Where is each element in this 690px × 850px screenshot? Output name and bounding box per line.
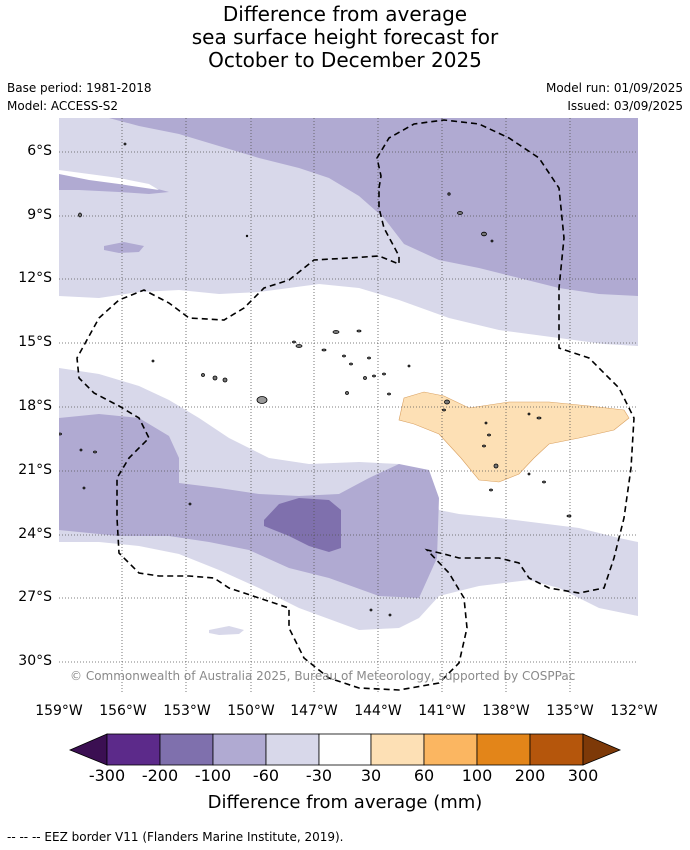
model-name: Model: ACCESS-S2 <box>7 99 119 113</box>
colorbar-bin <box>423 733 478 766</box>
contour-minus60-northeast <box>109 118 638 296</box>
colorbar-bin <box>159 733 214 766</box>
contour-minus60-small-blob <box>104 242 144 253</box>
colorbar-bin <box>476 733 531 766</box>
lon-label: 153°W <box>163 703 211 719</box>
colorbar-tick-labels: -300 -200 -100 -60 -30 30 60 100 200 300 <box>0 766 690 786</box>
lon-label: 138°W <box>482 703 530 719</box>
colorbar-tick-label: -200 <box>141 766 179 785</box>
lon-label: 147°W <box>290 703 338 719</box>
meta-left: Base period: 1981-2018 Model: ACCESS-S2 <box>7 79 152 115</box>
map-svg <box>59 118 638 692</box>
lat-label: 9°S <box>27 207 52 223</box>
colorbar-tick-label: 300 <box>567 766 599 785</box>
islands <box>59 142 572 617</box>
lon-label: 144°W <box>354 703 402 719</box>
colorbar-title: Difference from average (mm) <box>207 792 483 813</box>
copyright-notice: © Commonwealth of Australia 2025, Bureau… <box>70 669 576 683</box>
issued-date: Issued: 03/09/2025 <box>567 99 683 113</box>
colorbar-bin <box>318 733 372 766</box>
gridlines <box>59 118 638 692</box>
colorbar-tick-label: 100 <box>461 766 493 785</box>
colorbar-bin <box>370 733 425 766</box>
lat-label: 18°S <box>18 398 52 414</box>
colorbar-tick-label: 30 <box>360 766 382 785</box>
colorbar-tick-label: -60 <box>252 766 280 785</box>
colorbar-bin <box>529 733 584 766</box>
contour-minus30-patch-south <box>209 626 244 635</box>
colorbar-tick-label: 60 <box>413 766 435 785</box>
lat-label: 27°S <box>18 589 52 605</box>
lon-label: 135°W <box>546 703 594 719</box>
colorbar-bin <box>106 733 161 766</box>
colorbar-tick-label: -100 <box>194 766 232 785</box>
lat-label: 30°S <box>18 653 52 669</box>
colorbar-bin <box>265 733 320 766</box>
forecast-map <box>59 118 638 692</box>
title-line-3: October to December 2025 <box>208 48 482 72</box>
lat-label: 6°S <box>27 143 52 159</box>
title-line-1: Difference from average <box>222 2 468 26</box>
contour-plus30-east <box>398 391 630 483</box>
eez-footnote: -- -- -- EEZ border V11 (Flanders Marine… <box>7 830 344 844</box>
lon-label: 159°W <box>35 703 83 719</box>
lat-label: 12°S <box>18 270 52 286</box>
colorbar-tick-label: -300 <box>88 766 126 785</box>
meta-right: Model run: 01/09/2025 Issued: 03/09/2025 <box>546 79 683 115</box>
colorbar-tick-label: -30 <box>305 766 333 785</box>
lon-label: 156°W <box>99 703 147 719</box>
contour-minus100-core <box>264 498 341 552</box>
contour-minus60-south <box>59 414 439 598</box>
colorbar-tick-label: 200 <box>514 766 546 785</box>
colorbar <box>68 733 622 766</box>
base-period: Base period: 1981-2018 <box>7 81 152 95</box>
lat-label: 15°S <box>18 334 52 350</box>
colorbar-extend-low <box>68 733 108 766</box>
neutral-west-gap <box>59 170 159 190</box>
eez-border <box>76 119 635 691</box>
model-run: Model run: 01/09/2025 <box>545 81 683 95</box>
map-title: Difference from average sea surface heig… <box>0 3 690 72</box>
colorbar-extend-high <box>582 733 622 766</box>
lon-label: 141°W <box>418 703 466 719</box>
colorbar-bin <box>212 733 267 766</box>
lat-label: 24°S <box>18 526 52 542</box>
title-line-2: sea surface height forecast for <box>191 25 499 49</box>
lat-label: 21°S <box>18 462 52 478</box>
lon-label: 132°W <box>610 703 658 719</box>
lon-label: 150°W <box>227 703 275 719</box>
